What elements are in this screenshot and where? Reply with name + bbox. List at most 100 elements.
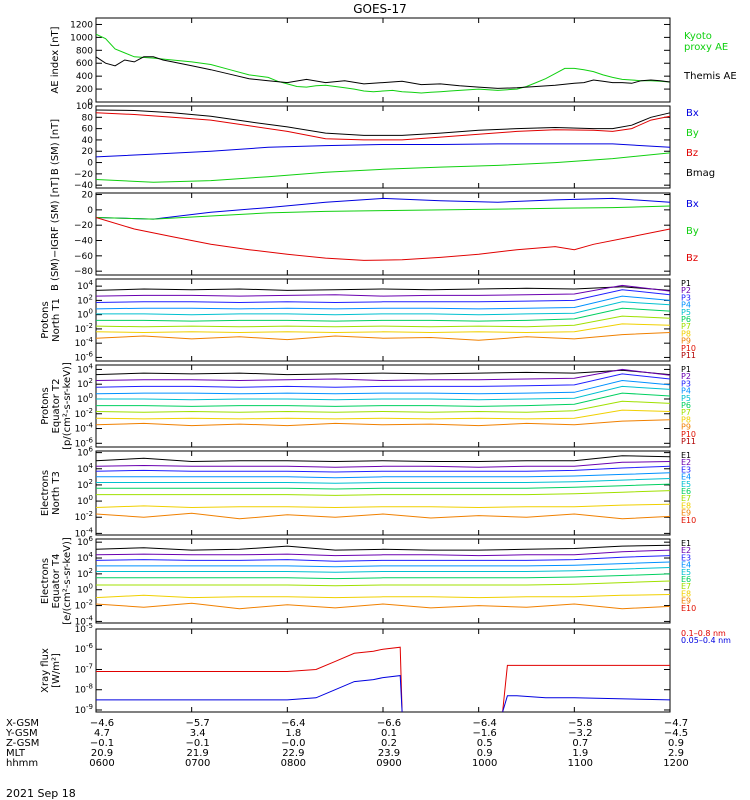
ephemeris-row-label: Y-GSM — [5, 728, 38, 739]
y-tick-label: 10-4 — [75, 614, 94, 627]
legend-P2: P2 — [681, 372, 691, 381]
legend-E7: E7 — [681, 582, 691, 591]
ephemeris-value: −4.6 — [90, 718, 114, 729]
series-line-E9 — [95, 602, 671, 610]
y-tick-label: 102 — [77, 377, 93, 390]
ephemeris-value: −5.8 — [568, 718, 592, 729]
legend-P6: P6 — [681, 315, 691, 324]
series-line-E1 — [95, 455, 671, 463]
panel-frame — [95, 538, 671, 624]
legend-E7: E7 — [681, 494, 691, 503]
figure-title: GOES-17 — [353, 2, 407, 16]
legend-P5: P5 — [681, 308, 691, 317]
series-line-E8 — [95, 503, 671, 509]
legend-P11: P11 — [681, 351, 696, 360]
panel-8: 10-5 10-6 10-7 10-8 10-9 Xray flux [W/m²] 0.1–0… — [40, 622, 731, 716]
y-tick-label: 40 — [82, 136, 94, 146]
series-line-P6 — [96, 392, 671, 407]
legend-E9: E9 — [681, 509, 691, 518]
legend-E8: E8 — [681, 589, 691, 598]
ephemeris-value: 2.9 — [668, 748, 684, 759]
series-line-E3 — [95, 555, 671, 562]
series-line-P3 — [95, 373, 671, 388]
legend-E10: E10 — [681, 516, 696, 525]
legend-P1: P1 — [681, 365, 691, 374]
ephemeris-value: 1.8 — [285, 728, 301, 739]
series-line-0.1–0.8 nm — [96, 646, 670, 713]
y-tick-label: 1000 — [70, 33, 93, 43]
y-tick-label: 10-2 — [75, 510, 93, 523]
legend-P10: P10 — [681, 344, 696, 353]
y-tick-label: 100 — [77, 494, 93, 507]
legend-E4: E4 — [681, 561, 691, 570]
legend-Kyoto proxy AE: Kyoto — [684, 31, 712, 42]
ephemeris-value: 21.9 — [187, 748, 209, 759]
y-tick-label: −80 — [74, 267, 93, 277]
series-line-E8 — [95, 594, 671, 599]
series-line-P2 — [95, 368, 671, 382]
legend-E8: E8 — [681, 501, 691, 510]
ephemeris-value: 0.9 — [668, 738, 684, 749]
ephemeris-value: −0.0 — [281, 738, 305, 749]
ephemeris-value: −1.6 — [473, 728, 497, 739]
ephemeris-value: −3.2 — [568, 728, 592, 739]
ephemeris-value: 0.2 — [381, 738, 397, 749]
y-tick-label: 104 — [77, 462, 93, 475]
legend-E6: E6 — [681, 487, 691, 496]
series-line-E4 — [96, 561, 671, 568]
panel-frame — [95, 17, 671, 103]
series-line-P3 — [95, 289, 671, 304]
y-tick-label: 20 — [82, 191, 94, 201]
legend-P7: P7 — [681, 408, 691, 417]
y-axis-label: North T3 — [51, 471, 62, 515]
series-line-By — [95, 152, 671, 183]
series-line-E7 — [96, 490, 671, 496]
series-line-P1 — [95, 369, 671, 376]
y-axis-label: B (SM) [nT] — [50, 119, 61, 175]
y-tick-label: 0 — [87, 98, 93, 108]
series-line-Kyoto proxy AE — [95, 33, 671, 94]
series-line-P1 — [95, 286, 671, 291]
legend-Bz: Bz — [686, 148, 698, 159]
panel-1: 1200 1000 800 600 400 200 0 AE index [nT] Kyotop… — [50, 17, 737, 108]
ephemeris-value: 1000 — [472, 758, 497, 769]
series-line-E7 — [96, 580, 671, 587]
y-tick-label: 10-2 — [75, 599, 93, 612]
legend-E10: E10 — [681, 604, 696, 613]
y-tick-label: 10-6 — [75, 350, 94, 363]
legend-E2: E2 — [681, 458, 691, 467]
legend-P10: P10 — [681, 430, 696, 439]
legend-P7: P7 — [681, 322, 691, 331]
y-tick-label: 400 — [76, 72, 93, 82]
legend-E6: E6 — [681, 575, 691, 584]
legend-P3: P3 — [681, 293, 691, 302]
y-tick-label: 10-8 — [75, 683, 93, 696]
legend-P3: P3 — [681, 379, 691, 388]
y-axis-label: Protons — [40, 301, 51, 338]
series-line-E1 — [95, 544, 671, 551]
y-tick-label: 100 — [77, 308, 93, 321]
ephemeris-value: −5.7 — [186, 718, 210, 729]
panel-5: 104 102 100 10-2 10-410-6 Protons Equator T2 [p… — [40, 362, 696, 450]
legend-P9: P9 — [681, 423, 691, 432]
y-tick-label: 10-2 — [75, 407, 93, 420]
y-tick-label: 200 — [76, 85, 93, 95]
y-tick-label: 102 — [77, 567, 93, 580]
legend-P9: P9 — [681, 337, 691, 346]
legend-0.05–0.4 nm: 0.05–0.4 nm — [681, 636, 731, 645]
series-line-E2 — [95, 461, 671, 468]
ephemeris-value: 1200 — [663, 758, 688, 769]
series-line-P8 — [95, 409, 671, 420]
legend-P4: P4 — [681, 301, 691, 310]
legend-By: By — [686, 128, 699, 139]
y-axis-label: B (SM)−IGRF (SM) [nT] — [50, 177, 61, 291]
legend-P8: P8 — [681, 329, 691, 338]
legend-P2: P2 — [681, 286, 691, 295]
series-line-Bx — [95, 143, 671, 158]
y-axis-label: Protons — [40, 387, 51, 424]
y-tick-label: 0 — [87, 206, 93, 216]
y-tick-label: 10-2 — [75, 322, 93, 335]
series-line-E6 — [96, 573, 671, 580]
